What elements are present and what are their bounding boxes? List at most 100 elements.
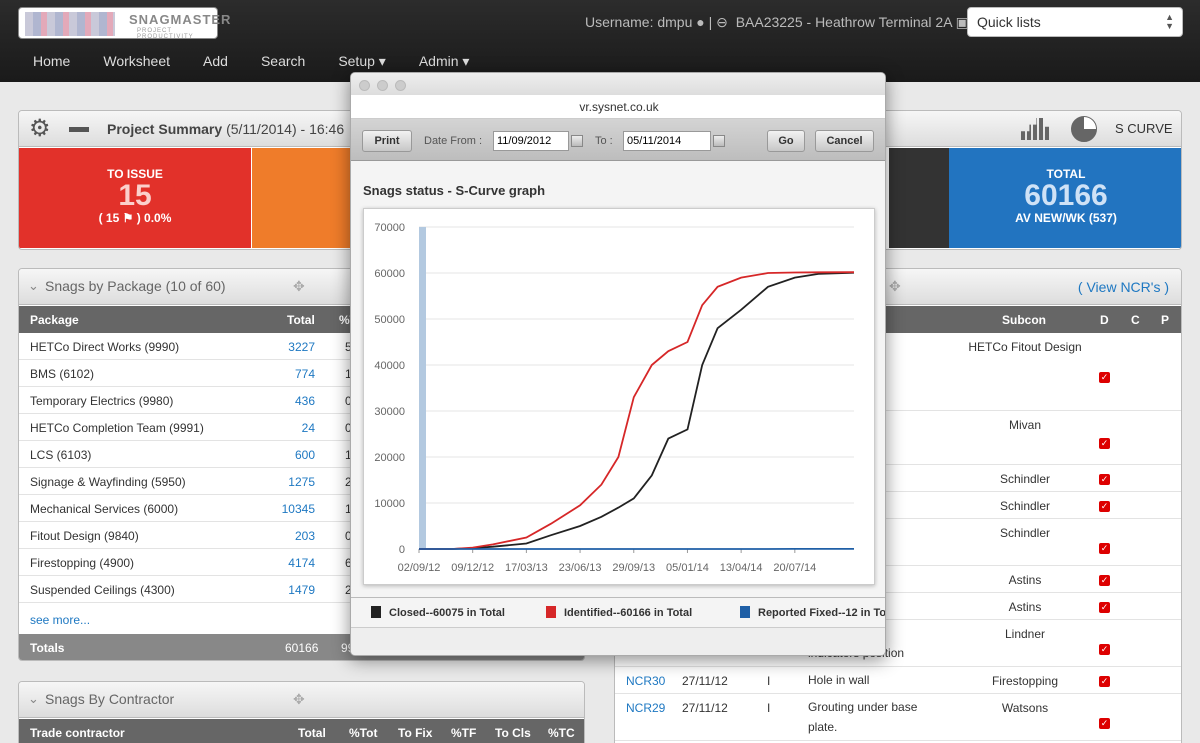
package-pct: 1	[345, 448, 352, 462]
cancel-button[interactable]: Cancel	[815, 130, 874, 152]
checkbox-checked-icon[interactable]: ✓	[1099, 543, 1110, 554]
checkbox-checked-icon[interactable]: ✓	[1099, 575, 1110, 586]
col-total[interactable]: Total	[298, 726, 326, 740]
package-row[interactable]: Mechanical Services (6000)1034517	[19, 495, 584, 522]
checkbox-checked-icon[interactable]: ✓	[1099, 438, 1110, 449]
date-from-input[interactable]	[493, 131, 569, 151]
nav-admin[interactable]: Admin ▾	[418, 53, 470, 69]
package-name: HETCo Completion Team (9991)	[30, 421, 204, 435]
collapse-icon[interactable]	[69, 127, 89, 132]
date-to-input[interactable]	[623, 131, 711, 151]
package-row[interactable]: HETCo Direct Works (9990) 3227 5	[19, 333, 584, 360]
package-row[interactable]: Signage & Wayfinding (5950) 1275 2	[19, 468, 584, 495]
nav-home[interactable]: Home	[33, 53, 71, 69]
package-total-link[interactable]: 1275	[288, 475, 315, 489]
y-tick-label: 70000	[374, 222, 405, 234]
legend-identified[interactable]: Identified--60166 in Total	[546, 606, 692, 619]
checkbox-checked-icon[interactable]: ✓	[1099, 644, 1110, 655]
package-total-link[interactable]: 4174	[288, 556, 315, 570]
calendar-to-icon[interactable]	[713, 135, 725, 147]
ncr-row[interactable]: Astins ✓	[615, 566, 1181, 593]
chevron-down-icon[interactable]: ⌄	[28, 691, 39, 706]
series-line-identified	[419, 271, 855, 550]
move-icon[interactable]: ✥	[293, 691, 305, 707]
col-to-fix[interactable]: To Fix	[398, 726, 433, 740]
minimize-window-icon[interactable]	[377, 80, 388, 91]
gear-icon[interactable]: ⚙	[29, 115, 51, 142]
tile-dark[interactable]	[889, 148, 949, 248]
chevron-down-icon[interactable]: ⌄	[28, 278, 39, 293]
checkbox-checked-icon[interactable]: ✓	[1099, 474, 1110, 485]
checkbox-checked-icon[interactable]: ✓	[1099, 602, 1110, 613]
package-total-link[interactable]: 3227	[288, 340, 315, 354]
quick-lists-select[interactable]: Quick lists ▲ ▼	[967, 7, 1183, 37]
y-tick-label: 10000	[374, 498, 405, 510]
logout-icon[interactable]: ⊖	[716, 14, 728, 30]
legend-reported-fixed-label: Reported Fixed--12 in Total	[758, 607, 886, 619]
checkbox-checked-icon[interactable]: ✓	[1099, 372, 1110, 383]
s-curve-icon[interactable]: S CURVE	[1115, 121, 1173, 136]
package-row[interactable]: HETCo Completion Team (9991) 24 0	[19, 414, 584, 441]
logo[interactable]: SNAGMASTER PROJECT PRODUCTIVITY	[18, 7, 230, 40]
package-row[interactable]: Suspended Ceilings (4300) 1479 2	[19, 576, 584, 603]
folder-icon[interactable]: ▣	[955, 14, 969, 30]
nav-setup[interactable]: Setup ▾	[338, 53, 386, 69]
col-p[interactable]: P	[1161, 313, 1170, 327]
tile-total[interactable]: TOTAL 60166 AV NEW/WK (537)	[949, 148, 1181, 248]
col-package[interactable]: Package	[30, 313, 79, 327]
checkbox-checked-icon[interactable]: ✓	[1099, 501, 1110, 512]
ncr-ref-link[interactable]: NCR29	[626, 701, 666, 715]
legend-reported-fixed-swatch	[740, 606, 750, 618]
col-pct-tf[interactable]: %TF	[451, 726, 477, 740]
package-total-link[interactable]: 203	[294, 529, 315, 543]
total-label: TOTAL	[1046, 167, 1086, 181]
view-ncrs-link[interactable]: ( View NCR's )	[1077, 279, 1169, 295]
col-to-cls[interactable]: To Cls	[495, 726, 531, 740]
see-more-link[interactable]: see more...	[30, 613, 91, 627]
move-icon[interactable]: ✥	[889, 278, 901, 294]
tile-to-issue[interactable]: TO ISSUE 15 ( 15 ⚑ ) 0.0%	[19, 148, 251, 248]
package-total-link[interactable]: 436	[294, 394, 315, 408]
go-button[interactable]: Go	[767, 130, 805, 152]
package-row[interactable]: BMS (6102) 774 1	[19, 360, 584, 387]
package-total-link[interactable]: 774	[294, 367, 315, 381]
nav-worksheet[interactable]: Worksheet	[103, 53, 171, 69]
col-d[interactable]: D	[1100, 313, 1109, 327]
x-tick-label: 13/04/14	[720, 562, 763, 574]
ncr-row[interactable]: NCR29 27/11/12 I Grouting under base plate.…	[615, 694, 1181, 741]
package-total-link[interactable]: 1479	[288, 583, 315, 597]
col-c[interactable]: C	[1131, 313, 1140, 327]
package-row[interactable]: Fitout Design (9840) 203 0	[19, 522, 584, 549]
move-icon[interactable]: ✥	[293, 278, 305, 294]
col-pct-tot[interactable]: %Tot	[349, 726, 378, 740]
pie-chart-icon[interactable]	[1071, 116, 1097, 142]
col-trade-contractor[interactable]: Trade contractor	[30, 726, 125, 740]
calendar-from-icon[interactable]	[571, 135, 583, 147]
col-subcon[interactable]: Subcon	[1002, 313, 1046, 327]
ncr-subcon: Lindner	[1004, 627, 1046, 641]
checkbox-checked-icon[interactable]: ✓	[1099, 718, 1110, 729]
maximize-window-icon[interactable]	[395, 80, 406, 91]
close-window-icon[interactable]	[359, 80, 370, 91]
col-total[interactable]: Total	[287, 313, 315, 327]
highlight-band	[419, 227, 426, 549]
package-row[interactable]: Firestopping (4900) 4174 6	[19, 549, 584, 576]
package-row[interactable]: Temporary Electrics (9980) 436 0	[19, 387, 584, 414]
quick-lists-value: Quick lists	[977, 14, 1041, 30]
see-more-row: see more...	[19, 606, 584, 633]
package-total-link[interactable]: 600	[294, 448, 315, 462]
print-button[interactable]: Print	[362, 130, 412, 152]
nav-search[interactable]: Search	[260, 53, 306, 69]
col-pct-tc[interactable]: %TC	[548, 726, 575, 740]
nav-add[interactable]: Add	[203, 53, 228, 69]
checkbox-checked-icon[interactable]: ✓	[1099, 676, 1110, 687]
ncr-ref-link[interactable]: NCR30	[626, 674, 666, 688]
package-row[interactable]: LCS (6103) 600 1	[19, 441, 584, 468]
legend-closed[interactable]: Closed--60075 in Total	[371, 606, 505, 619]
bar-chart-icon[interactable]	[1021, 118, 1049, 140]
legend-reported-fixed[interactable]: Reported Fixed--12 in Total	[740, 606, 886, 619]
ncr-row[interactable]: NCR30 27/11/12 I Hole in wall Firestopping ✓	[615, 667, 1181, 694]
ncr-subcon: Watsons	[1001, 701, 1049, 715]
package-total-link[interactable]: 24	[301, 421, 315, 435]
package-total-link[interactable]: 10345	[281, 502, 315, 516]
